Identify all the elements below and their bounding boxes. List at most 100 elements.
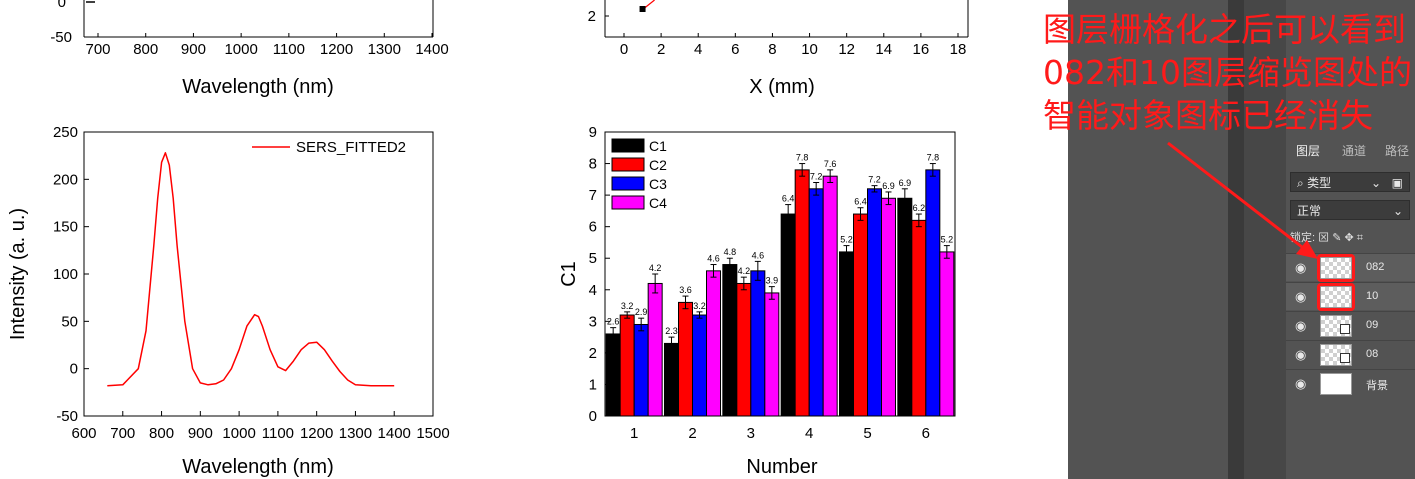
image-filter-icon[interactable]: ▣ bbox=[1391, 176, 1403, 190]
x-tick-label: 1300 bbox=[339, 425, 372, 442]
legend-swatch bbox=[611, 157, 645, 172]
x-tick-label: 700 bbox=[110, 425, 135, 442]
x-tick-label: 3 bbox=[747, 425, 755, 442]
layer-name: 09 bbox=[1366, 319, 1379, 331]
bar-c3 bbox=[808, 188, 824, 417]
data-label: 6.2 bbox=[913, 203, 926, 213]
bar-c2 bbox=[736, 282, 752, 417]
layer-thumbnail[interactable] bbox=[1320, 257, 1352, 279]
data-label: 7.8 bbox=[927, 153, 940, 163]
bar-c1 bbox=[722, 264, 738, 417]
plot-frame bbox=[83, 131, 434, 417]
bar-c2 bbox=[911, 219, 927, 417]
highlight-box bbox=[1317, 283, 1355, 311]
bar-c2 bbox=[619, 314, 635, 417]
layer-name: 08 bbox=[1366, 348, 1379, 360]
data-label: 4.8 bbox=[724, 247, 737, 257]
bar-c1 bbox=[897, 197, 913, 417]
x-tick-label: 16 bbox=[913, 41, 930, 58]
tab-layers[interactable]: 图层 bbox=[1296, 144, 1321, 158]
y-tick-label: 2 bbox=[588, 8, 596, 25]
y-axis-title: C1 bbox=[558, 261, 580, 287]
lock-row: 锁定: ⊠ ✎ ✥ ⌗ bbox=[1290, 229, 1363, 245]
y-tick-label: 0 bbox=[589, 408, 597, 425]
y-axis-title: Intensity (a. u.) bbox=[7, 208, 29, 340]
x-axis-title: Wavelength (nm) bbox=[182, 456, 334, 478]
y-tick-label: 250 bbox=[53, 124, 78, 141]
layer-row[interactable]: ◉ 09 bbox=[1286, 311, 1415, 339]
lock-brush-icon[interactable]: ✎ bbox=[1332, 232, 1345, 244]
x-tick-label: 18 bbox=[950, 41, 967, 58]
y-tick-label: 3 bbox=[589, 313, 597, 330]
x-tick-label: 0 bbox=[620, 41, 628, 58]
blend-mode-select[interactable]: 正常 ⌄ bbox=[1290, 200, 1410, 220]
data-label: 4.2 bbox=[738, 266, 751, 276]
layer-row[interactable]: ◉ 背景 bbox=[1286, 369, 1415, 397]
data-label: 6.4 bbox=[782, 194, 795, 204]
smart-object-icon bbox=[1340, 324, 1350, 334]
visibility-eye-icon[interactable]: ◉ bbox=[1295, 260, 1307, 275]
y-tick-label: 9 bbox=[589, 124, 597, 141]
bar-c1 bbox=[605, 333, 621, 417]
layer-row[interactable]: ◉ 10 bbox=[1286, 282, 1415, 311]
layer-thumbnail[interactable] bbox=[1320, 286, 1352, 308]
x-tick-label: 12 bbox=[838, 41, 855, 58]
lock-transparency-icon[interactable]: ⊠ bbox=[1318, 232, 1333, 244]
x-tick-label: 5 bbox=[863, 425, 871, 442]
bar-c1 bbox=[780, 213, 796, 417]
chevron-down-icon: ⌄ bbox=[1392, 204, 1403, 218]
layer-thumbnail[interactable] bbox=[1320, 373, 1352, 395]
bar-c4 bbox=[939, 251, 955, 417]
lock-artboard-icon[interactable]: ⌗ bbox=[1356, 232, 1363, 244]
data-label: 6.9 bbox=[899, 178, 912, 188]
y-tick-label: 1 bbox=[589, 376, 597, 393]
bar-c3 bbox=[633, 323, 649, 417]
visibility-eye-icon[interactable]: ◉ bbox=[1295, 376, 1307, 391]
y-tick-label: 150 bbox=[53, 219, 78, 236]
x-tick-label: 1400 bbox=[378, 425, 411, 442]
legend-swatch bbox=[611, 195, 645, 210]
x-tick-label: 800 bbox=[133, 41, 158, 58]
data-label: 2.3 bbox=[665, 326, 678, 336]
bar-c4 bbox=[764, 292, 780, 417]
x-tick-label: 1200 bbox=[300, 425, 333, 442]
x-tick-label: 700 bbox=[85, 41, 110, 58]
lock-label: 锁定: bbox=[1290, 232, 1316, 244]
data-label: 4.2 bbox=[649, 263, 662, 273]
y-tick-label: -50 bbox=[56, 408, 78, 425]
tab-paths[interactable]: 路径 bbox=[1385, 144, 1410, 158]
highlight-box bbox=[1317, 254, 1355, 282]
annotation-line: 082和10图层缩览图处的 bbox=[1043, 53, 1412, 92]
visibility-eye-icon[interactable]: ◉ bbox=[1295, 289, 1307, 304]
x-tick-label: 6 bbox=[922, 425, 930, 442]
tab-channels[interactable]: 通道 bbox=[1342, 144, 1367, 158]
y-tick-label: -50 bbox=[50, 29, 72, 46]
y-tick-label: 50 bbox=[61, 313, 78, 330]
x-tick-label: 1 bbox=[630, 425, 638, 442]
layer-name: 10 bbox=[1366, 290, 1379, 302]
x-tick-label: 2 bbox=[657, 41, 665, 58]
bar-c3 bbox=[867, 188, 882, 417]
visibility-eye-icon[interactable]: ◉ bbox=[1295, 318, 1307, 333]
layer-row[interactable]: ◉ 082 bbox=[1286, 253, 1415, 282]
x-tick-label: 900 bbox=[181, 41, 206, 58]
bar-c4 bbox=[647, 282, 663, 417]
lock-move-icon[interactable]: ✥ bbox=[1344, 232, 1357, 244]
y-tick-label: 8 bbox=[589, 156, 597, 173]
x-tick-label: 6 bbox=[731, 41, 739, 58]
legend-label: C4 bbox=[649, 195, 667, 211]
layer-name: 背景 bbox=[1366, 380, 1388, 392]
x-tick-label: 8 bbox=[768, 41, 776, 58]
x-tick-label: 1400 bbox=[415, 41, 448, 58]
annotation-text: 图层栅格化之后可以看到 082和10图层缩览图处的 智能对象图标已经消失 bbox=[1043, 8, 1415, 137]
y-tick-label: 0 bbox=[58, 0, 66, 11]
visibility-eye-icon[interactable]: ◉ bbox=[1295, 347, 1307, 362]
x-axis-title: Wavelength (nm) bbox=[182, 76, 334, 98]
bar-c4 bbox=[706, 270, 721, 417]
data-label: 3.2 bbox=[621, 301, 634, 311]
legend-label: C3 bbox=[649, 176, 667, 192]
layer-row[interactable]: ◉ 08 bbox=[1286, 340, 1415, 368]
data-label: 5.2 bbox=[840, 235, 853, 245]
filter-kind-select[interactable]: ⌕ 类型 ⌄ ▣ bbox=[1290, 172, 1410, 192]
layer-name: 082 bbox=[1366, 261, 1385, 273]
